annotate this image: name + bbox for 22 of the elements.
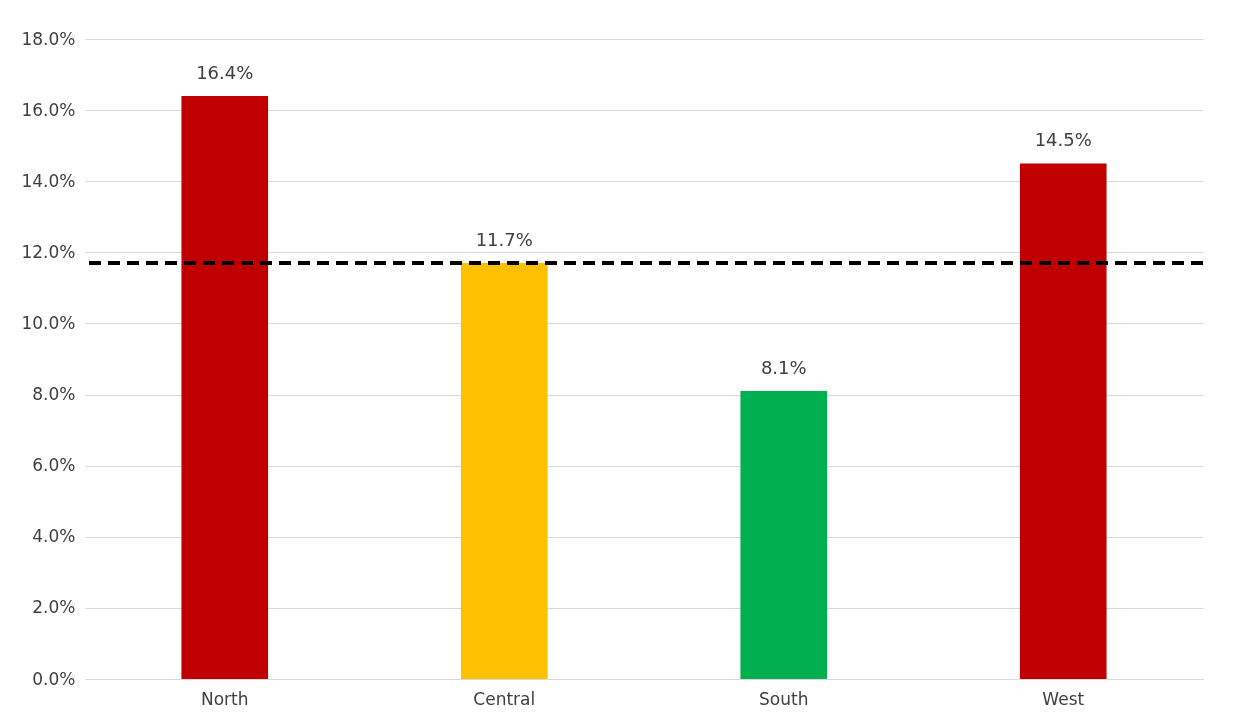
y-tick-label: 18.0%	[21, 28, 76, 49]
x-tick-label: North	[200, 688, 249, 709]
y-tick-label: 8.0%	[32, 384, 76, 405]
y-tick-label: 16.0%	[21, 99, 76, 120]
x-tick-label: Central	[473, 688, 536, 709]
x-tick-label: West	[1042, 688, 1085, 709]
data-label: 11.7%	[475, 229, 533, 250]
y-tick-label: 10.0%	[21, 312, 76, 333]
y-tick-label: 0.0%	[32, 668, 76, 689]
bar	[181, 95, 269, 679]
data-label: 8.1%	[760, 357, 807, 378]
y-tick-label: 6.0%	[32, 455, 76, 476]
y-tick-label: 4.0%	[32, 526, 76, 547]
bar	[740, 391, 828, 679]
data-label: 14.5%	[1034, 129, 1092, 151]
y-tick-label: 2.0%	[32, 597, 76, 618]
x-tick-label: South	[759, 688, 809, 709]
data-label: 16.4%	[196, 61, 254, 83]
bar	[1019, 163, 1107, 679]
y-tick-label: 12.0%	[21, 241, 76, 262]
y-tick-label: 14.0%	[21, 170, 76, 191]
bar	[460, 263, 548, 679]
